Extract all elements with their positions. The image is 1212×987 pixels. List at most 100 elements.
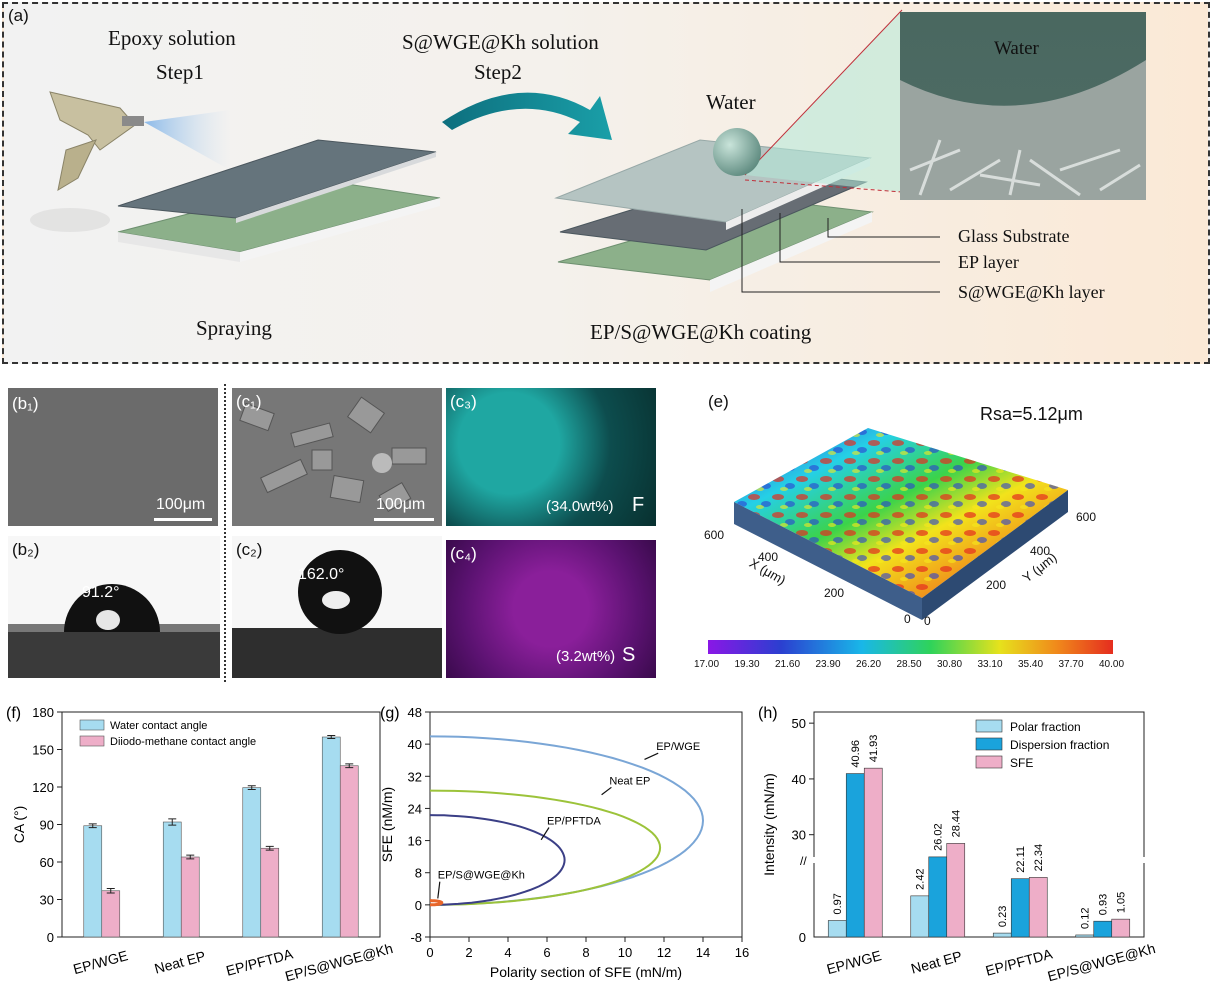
- colorbar-tick: 37.70: [1058, 659, 1084, 670]
- data-label: 41.93: [868, 735, 880, 763]
- y-tick-label: 0: [799, 930, 806, 945]
- c4-label: (c₄): [450, 544, 477, 563]
- bar: [1075, 934, 1095, 938]
- c4-content: (3.2wt%): [556, 648, 616, 665]
- colorbar-tick: 21.60: [775, 659, 801, 670]
- b2-label: (b₂): [12, 540, 40, 559]
- c1-sem-image: [232, 388, 442, 526]
- x-tick-label: 2: [465, 945, 472, 960]
- b2-angle: 91.2°: [82, 584, 120, 601]
- data-label: 40.96: [850, 740, 862, 768]
- chart-h: (h) 30 40 50 0 // Intensity (mN/m) 0.97 40.96 41.…: [758, 705, 1157, 984]
- legend-label: Water contact angle: [110, 720, 207, 732]
- colorbar-ticks: 17.00 19.30 21.60 23.90 26.20 28.50 30.80 33.10…: [694, 659, 1124, 673]
- y-tick-label: 0: [415, 898, 422, 913]
- data-label: 0.12: [1080, 908, 1092, 929]
- colorbar-tick: 23.90: [815, 659, 841, 670]
- legend-swatch: [79, 719, 105, 731]
- x-tick-label: Neat EP: [909, 948, 964, 977]
- legend-swatch: [975, 737, 1003, 751]
- y-tick-label: 8: [415, 866, 422, 881]
- colorbar-tick: 35.40: [1018, 659, 1044, 670]
- y-tick-label: 24: [408, 801, 422, 816]
- bar: [845, 773, 865, 938]
- colorbar-tick: 17.00: [694, 659, 720, 670]
- c2-angle: 162.0°: [298, 566, 345, 583]
- data-label: 2.42: [915, 868, 927, 889]
- x-tick-label: 0: [426, 945, 433, 960]
- c3-eds-map: [446, 388, 656, 526]
- c1-scale-bar: [374, 518, 434, 521]
- surface-3d-plot: [734, 428, 1068, 620]
- bar: [101, 890, 121, 938]
- c3-content: (34.0wt%): [546, 498, 614, 515]
- y-tick-label: 48: [408, 705, 422, 720]
- x-tick-label: 16: [735, 945, 749, 960]
- layer-label-ep: EP layer: [958, 252, 1019, 272]
- b1-scale-bar: [154, 518, 212, 521]
- y-tick-label: 40: [792, 772, 806, 787]
- colorbar-tick: 28.50: [896, 659, 922, 670]
- data-label: 22.34: [1033, 844, 1045, 872]
- y-tick-label: 16: [408, 834, 422, 849]
- bar: [827, 920, 847, 938]
- inset-water-label: Water: [994, 38, 1039, 59]
- series-curve: [429, 814, 566, 906]
- c3-element: F: [632, 494, 645, 516]
- legend-label: Polar fraction: [1010, 720, 1081, 734]
- bar: [1111, 918, 1131, 938]
- spray-gun-icon: [30, 91, 230, 232]
- y-tick-400: 400: [1030, 544, 1051, 558]
- y-tick-label: -8: [410, 930, 422, 945]
- coating-caption: EP/S@WGE@Kh coating: [590, 320, 812, 344]
- c1-scale-label: 100μm: [376, 496, 426, 513]
- data-label: 26.02: [933, 823, 945, 851]
- bar: [863, 767, 883, 938]
- x-tick-label: 14: [696, 945, 710, 960]
- series-label: EP/PFTDA: [547, 816, 601, 828]
- x-tick-600: 600: [704, 528, 725, 542]
- bar: [1010, 878, 1030, 938]
- series-arrow: [644, 752, 659, 760]
- series-label: EP/S@WGE@Kh: [438, 870, 525, 882]
- x-tick-label: 10: [618, 945, 632, 960]
- y-tick-label: 30: [40, 893, 54, 908]
- panel-h-label: (h): [758, 705, 778, 722]
- c4-eds-map: [446, 540, 656, 678]
- bar: [946, 843, 966, 938]
- y-tick-label: 180: [32, 705, 54, 720]
- legend-label: Dispersion fraction: [1010, 738, 1109, 752]
- step1-plates: [117, 139, 441, 262]
- b1-scale-label: 100μm: [156, 496, 206, 513]
- y-tick-label: 90: [40, 818, 54, 833]
- colorbar-tick: 40.00: [1099, 659, 1125, 670]
- series-curve: [430, 899, 444, 907]
- step1-step: Step1: [156, 60, 204, 84]
- y-tick-600: 600: [1076, 510, 1097, 524]
- legend-swatch: [975, 755, 1003, 769]
- panel-a-label: (a): [8, 6, 29, 25]
- bar: [162, 821, 182, 938]
- x-tick-200: 200: [824, 586, 845, 600]
- plot-frame: [813, 711, 1145, 938]
- bar: [180, 856, 200, 938]
- bar: [242, 787, 262, 938]
- x-axis-label: Polarity section of SFE (mN/m): [490, 964, 682, 980]
- process-arrow-icon: [442, 92, 612, 140]
- panel-g-label: (g): [380, 705, 400, 722]
- b2-droplet-image: [8, 536, 220, 678]
- legend-swatch: [79, 735, 105, 747]
- data-label: 22.11: [1015, 846, 1027, 873]
- y-tick-200: 200: [986, 578, 1007, 592]
- x-tick-label: EP/PFTDA: [984, 945, 1055, 978]
- roughness-value: Rsa=5.12μm: [980, 404, 1083, 424]
- axis-break-mark: //: [800, 854, 807, 868]
- panel-e-label: (e): [708, 392, 729, 411]
- colorbar-tick: 19.30: [734, 659, 760, 670]
- x-tick-label: EP/WGE: [825, 947, 883, 977]
- colorbar-tick: 26.20: [856, 659, 882, 670]
- series-arrow: [540, 827, 550, 841]
- y-tick-label: 60: [40, 855, 54, 870]
- layer-label-swgekh: S@WGE@Kh layer: [958, 282, 1105, 302]
